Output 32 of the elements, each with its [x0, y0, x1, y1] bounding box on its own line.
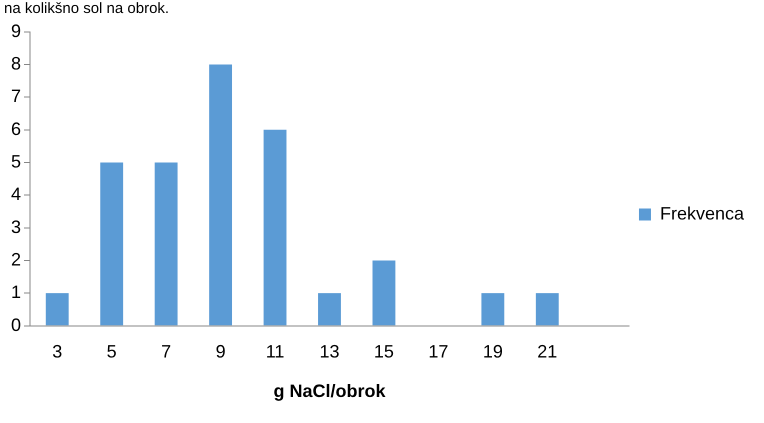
bar	[536, 293, 559, 326]
bar	[100, 162, 124, 326]
bar	[318, 293, 341, 326]
y-tick-label: 8	[10, 53, 22, 74]
y-tick-label: 1	[10, 282, 22, 302]
x-tick-label: 11	[266, 342, 284, 362]
y-tick-label: 0	[10, 314, 22, 335]
y-tick-label: 3	[10, 216, 22, 237]
x-tick-label: 13	[319, 342, 340, 362]
x-tick-label: 19	[482, 342, 503, 362]
y-tick-label: 4	[10, 184, 22, 204]
y-tick-label: 9	[10, 20, 22, 41]
x-tick-label: 21	[537, 342, 558, 362]
x-tick-label: 5	[106, 342, 117, 362]
bar	[154, 162, 178, 326]
y-tick-label: 5	[10, 151, 22, 172]
y-tick-label: 2	[10, 249, 22, 270]
x-axis-title: g NaCl/obrok	[273, 381, 386, 402]
x-tick-label: 3	[52, 342, 62, 362]
bar	[264, 130, 286, 326]
x-tick-label: 17	[428, 342, 448, 362]
bar	[481, 293, 504, 326]
bar	[372, 260, 396, 326]
bar	[46, 293, 69, 326]
x-tick-label: 9	[216, 342, 226, 362]
chart-title: na kolikšno sol na obrok.	[4, 0, 170, 18]
x-tick-label: 7	[161, 342, 172, 362]
x-tick-label: 15	[374, 342, 394, 362]
bar	[209, 64, 232, 326]
legend-label: Frekvenca	[660, 203, 745, 224]
y-tick-label: 7	[10, 86, 22, 106]
y-tick-label: 6	[10, 118, 22, 139]
